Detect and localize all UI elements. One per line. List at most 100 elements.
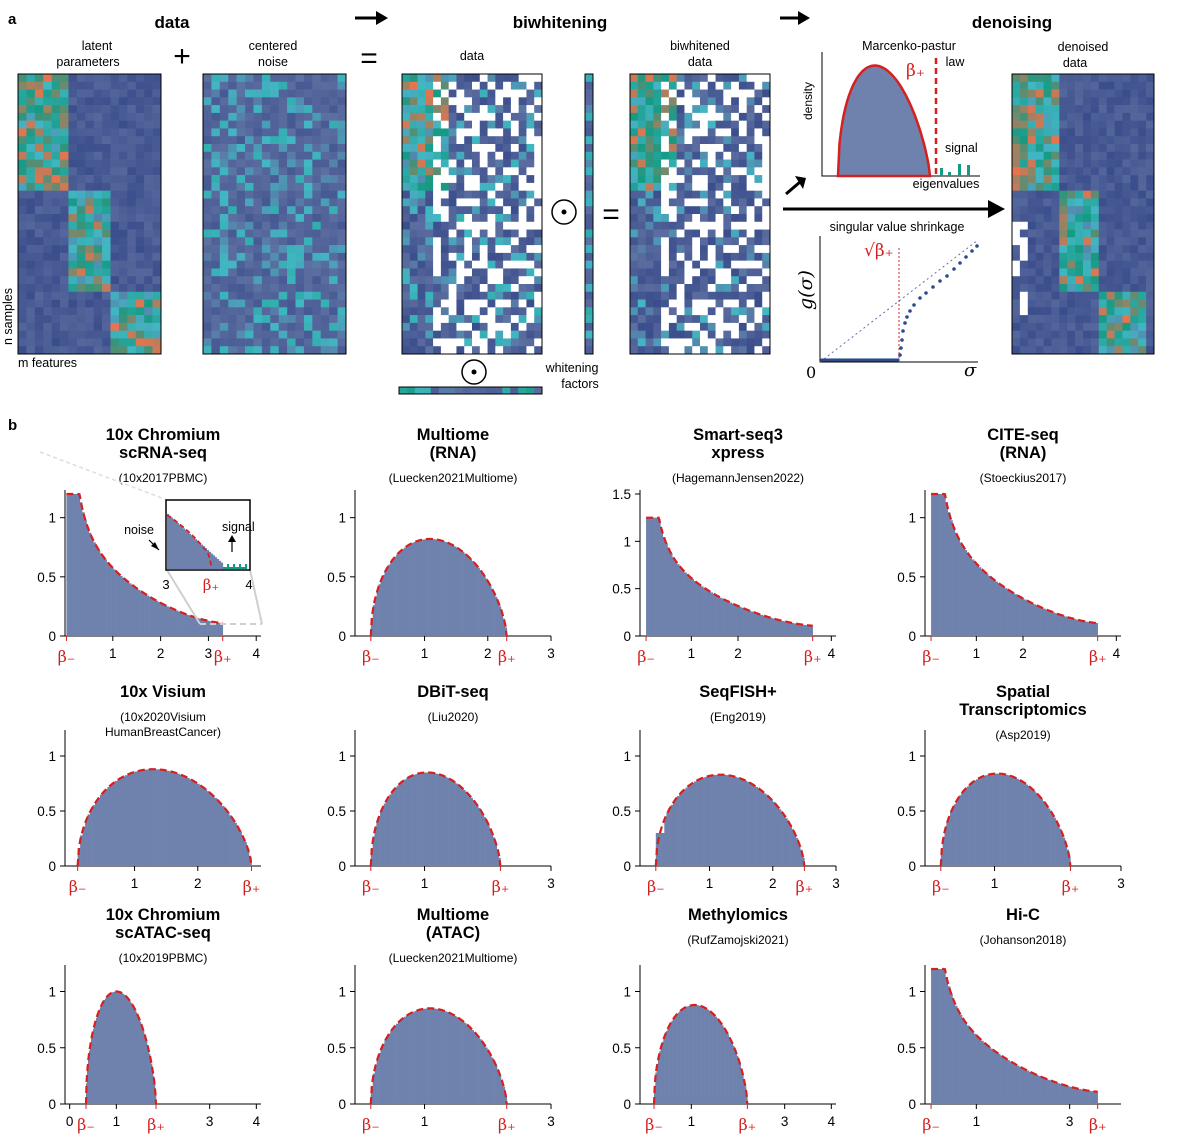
heatmap-cell [402,128,411,137]
heatmap-cell [409,81,418,90]
histogram-bar [668,808,671,866]
heatmap-cell [43,136,52,145]
heatmap-cell [1106,128,1115,137]
shrink-point [964,255,968,259]
heatmap-cell [1027,252,1036,261]
heatmap-cell [1138,112,1147,121]
histogram-bar [164,605,168,636]
heatmap-cell [723,120,732,129]
heatmap-cell [144,330,153,339]
heatmap-cell [1083,315,1092,324]
heatmap-cell [1027,136,1036,145]
heatmap-cell [700,159,709,168]
heatmap-cell [510,105,519,114]
heatmap-cell [211,182,221,191]
heatmap-cell [60,214,69,223]
heatmap-cell [127,214,137,223]
heatmap-cell [472,291,481,300]
heatmap-cell [312,81,322,90]
heatmap-cell [51,120,61,129]
heatmap-cell [487,330,496,339]
inset-bar [225,567,228,569]
heatmap-cell [270,97,279,106]
heatmap-cell [253,322,263,331]
histogram-bar [1016,1065,1020,1104]
heatmap-cell [534,136,543,145]
heatmap-cell [110,136,120,145]
histogram-bar [409,776,412,866]
histogram-bar [86,1083,88,1104]
heatmap-cell [684,346,693,355]
heatmap-cell [127,105,137,114]
heatmap-cell [668,229,677,238]
histogram-bar [173,609,177,636]
histogram-bar [112,782,116,866]
heatmap-cell [1098,214,1107,223]
heatmap-cell [746,260,755,269]
heatmap-cell [1075,198,1084,207]
heatmap-cell [676,315,685,324]
heatmap-cell [236,237,246,246]
heatmap-cell [700,120,709,129]
y-tick-label: 0 [338,1097,346,1112]
inset-bar [173,519,176,569]
heatmap-cell [723,237,732,246]
heatmap-cell [1075,346,1084,355]
histogram-bar [461,788,464,866]
histogram-bar [471,561,475,636]
heatmap-cell [60,330,69,339]
heatmap-cell [692,206,701,215]
heatmap-cell [76,167,86,176]
heatmap-cell [219,167,229,176]
heatmap-cell [534,128,543,137]
histogram-bar [1076,619,1079,636]
heatmap-cell [1098,237,1107,246]
histogram-bar [246,848,250,866]
heatmap-cell [661,136,670,145]
histogram-bar [1095,622,1098,636]
heatmap-cell [692,159,701,168]
heatmap-cell [1098,315,1107,324]
heatmap-cell [731,144,740,153]
histogram-bar [1090,622,1094,636]
heatmap-cell [228,307,237,316]
histogram-bar [189,779,193,866]
histogram-bar [687,1006,689,1104]
heatmap-cell [228,190,237,199]
heatmap-cell [1019,237,1029,246]
heatmap-cell [479,89,488,98]
histogram-bar [757,614,761,636]
heatmap-cell [754,74,763,83]
heatmap-cell [135,252,145,261]
heatmap-cell [329,322,338,331]
heatmap-cell [18,144,27,153]
heatmap-cell [60,338,69,347]
histogram-bar [648,517,652,636]
heatmap-cell [270,315,279,324]
heatmap-cell [102,128,111,137]
x-tick-label: 1 [706,876,714,891]
biwhitened-label-2: data [688,55,712,69]
heatmap-cell [76,206,86,215]
heatmap-cell [1130,229,1139,238]
histogram-bar [678,1012,680,1104]
histogram-bar [724,1029,727,1104]
heatmap-cell [715,182,724,191]
heatmap-cell [731,136,740,145]
heatmap-cell [1027,299,1036,308]
heatmap-cell [278,276,288,285]
heatmap-cell [110,198,120,207]
heatmap-cell [503,299,512,308]
heatmap-cell [135,315,145,324]
heatmap-cell [76,276,86,285]
heatmap-cell [43,346,52,355]
histogram-bar [390,1030,393,1104]
heatmap-cell [127,338,137,347]
heatmap-cell [425,268,434,277]
heatmap-cell [1012,112,1021,121]
heatmap-cell [76,307,86,316]
heatmap-cell [1019,276,1029,285]
heatmap-cell [1012,159,1021,168]
heatmap-cell [402,182,411,191]
heatmap-cell [118,198,128,207]
